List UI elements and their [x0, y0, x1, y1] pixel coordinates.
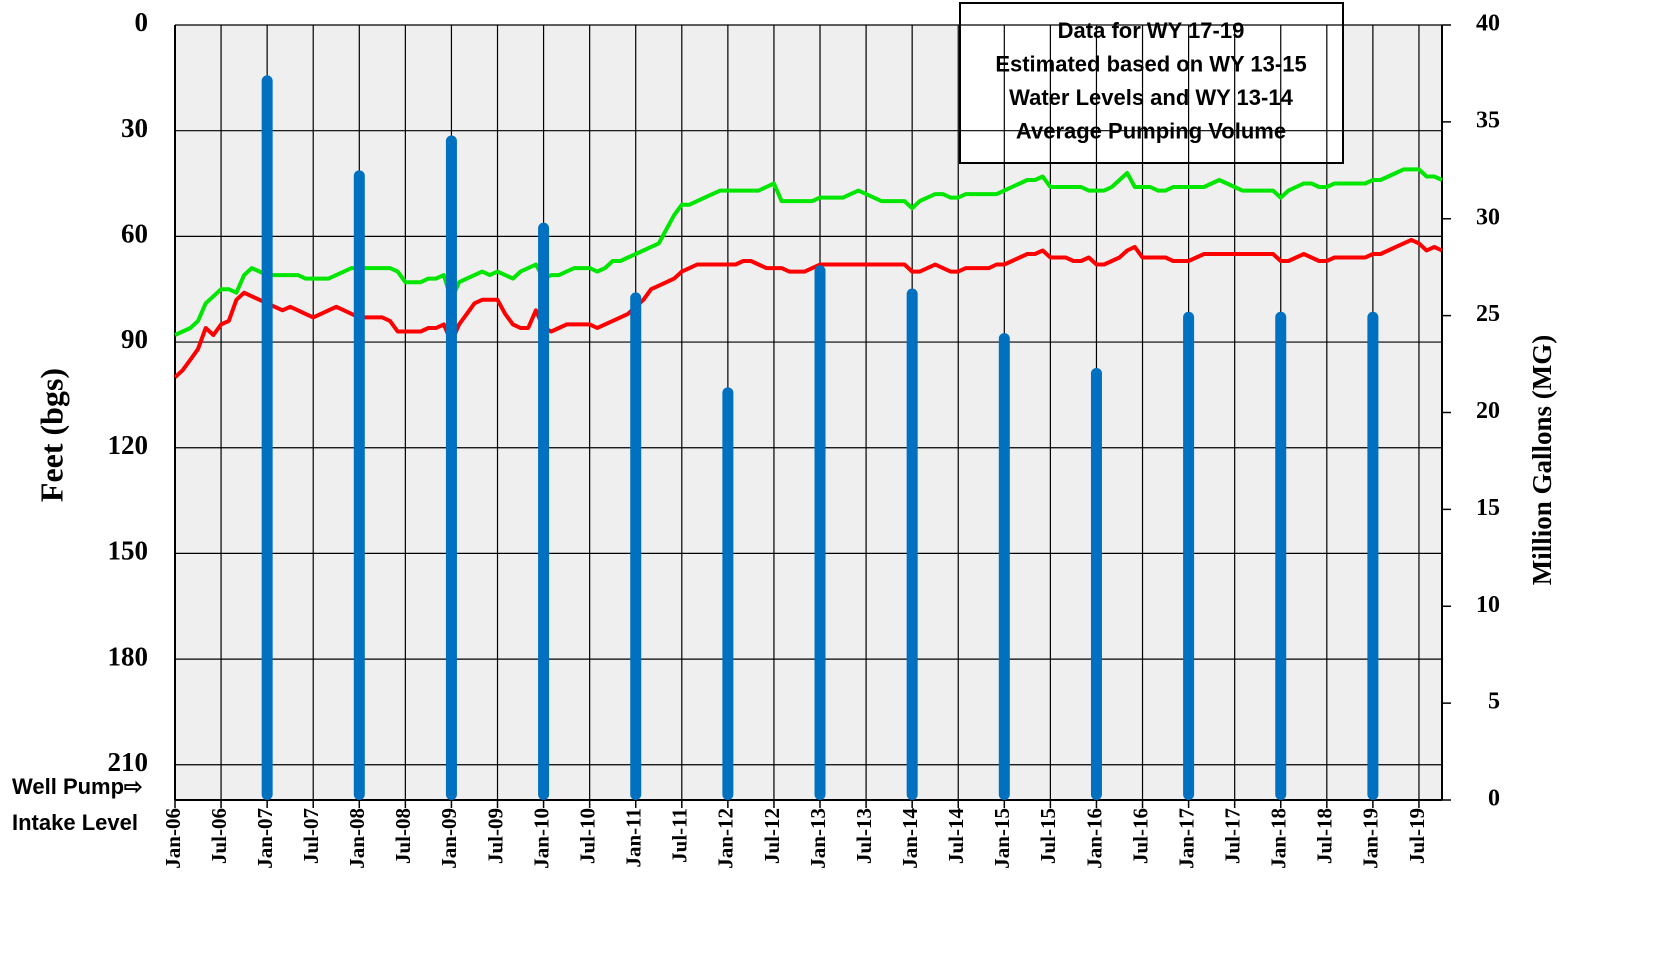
bar: [630, 292, 642, 800]
bar: [998, 333, 1010, 800]
y-tick-label: 180: [108, 641, 149, 671]
y-tick-label: 30: [121, 113, 148, 143]
annotation-line: Water Levels and WY 13-14: [1009, 85, 1293, 110]
bar: [906, 288, 918, 800]
annotation-line: Estimated based on WY 13-15: [995, 51, 1306, 76]
x-tick-label: Jan-08: [345, 808, 369, 869]
x-tick-label: Jan-16: [1082, 808, 1106, 869]
x-tick-label: Jul-16: [1128, 808, 1152, 864]
x-tick-label: Jul-10: [575, 808, 599, 864]
x-tick-label: Jul-15: [1036, 808, 1060, 864]
y-tick-label: 90: [121, 324, 148, 354]
y2-tick-label: 15: [1476, 495, 1500, 521]
bar: [445, 135, 457, 800]
x-tick-label: Jul-17: [1220, 808, 1244, 864]
x-tick-label: Jul-18: [1313, 808, 1337, 864]
x-tick-label: Jul-09: [483, 808, 507, 864]
x-tick-label: Jul-13: [852, 808, 876, 864]
x-tick-label: Jan-09: [437, 808, 461, 869]
y-tick-label: 210: [108, 747, 149, 777]
y2-axis-title: Million Gallons (MG): [1527, 335, 1557, 586]
annotation-line: Data for WY 17-19: [1058, 18, 1245, 43]
x-tick-label: Jan-12: [714, 808, 738, 869]
bar: [538, 222, 550, 800]
x-tick-label: Jan-10: [529, 808, 553, 869]
y2-tick-label: 30: [1476, 204, 1500, 230]
y2-tick-label: 40: [1476, 11, 1500, 37]
y2-tick-label: 0: [1488, 786, 1500, 812]
line: [173, 237, 1443, 379]
well-pump-label: Intake Level: [12, 810, 138, 835]
x-tick-label: Jan-17: [1174, 808, 1198, 869]
y-tick-label: 60: [121, 219, 148, 249]
x-tick-label: Jul-07: [299, 808, 323, 864]
annotation-box: [959, 2, 1344, 164]
y2-tick-label: 25: [1476, 301, 1500, 327]
y2-tick-label: 20: [1476, 398, 1500, 424]
x-tick-label: Jul-19: [1405, 808, 1429, 864]
bar: [722, 387, 734, 800]
y-tick-label: 0: [135, 7, 149, 37]
x-tick-label: Jan-13: [806, 808, 830, 869]
x-tick-label: Jul-14: [944, 808, 968, 865]
bar: [261, 75, 273, 800]
line: [174, 167, 1443, 337]
x-tick-label: Jul-08: [391, 808, 415, 864]
well-pump-label: Well Pump⇨: [12, 774, 143, 799]
x-tick-label: Jul-06: [207, 808, 231, 864]
y-tick-label: 120: [108, 430, 149, 460]
x-tick-label: Jan-14: [898, 808, 922, 869]
bar: [1090, 367, 1102, 800]
y2-tick-label: 35: [1476, 107, 1500, 133]
y2-tick-label: 10: [1476, 592, 1500, 618]
x-tick-label: Jan-18: [1267, 808, 1291, 869]
y-tick-label: 150: [108, 536, 149, 566]
x-tick-label: Jan-11: [622, 808, 646, 868]
annotation-line: Average Pumping Volume: [1016, 118, 1286, 143]
bar: [1275, 311, 1287, 800]
bar: [814, 265, 826, 800]
x-tick-label: Jan-19: [1359, 808, 1383, 869]
x-tick-label: Jan-15: [990, 808, 1014, 869]
y-axis-title: Feet (bgs): [33, 368, 69, 502]
x-tick-label: Jul-12: [760, 808, 784, 864]
x-tick-label: Jan-07: [253, 808, 277, 869]
x-tick-label: Jan-06: [161, 808, 185, 869]
y2-tick-label: 5: [1488, 689, 1500, 715]
bar: [353, 170, 365, 800]
x-tick-label: Jul-11: [668, 808, 692, 863]
bar: [1183, 311, 1195, 800]
bar: [1367, 311, 1379, 800]
